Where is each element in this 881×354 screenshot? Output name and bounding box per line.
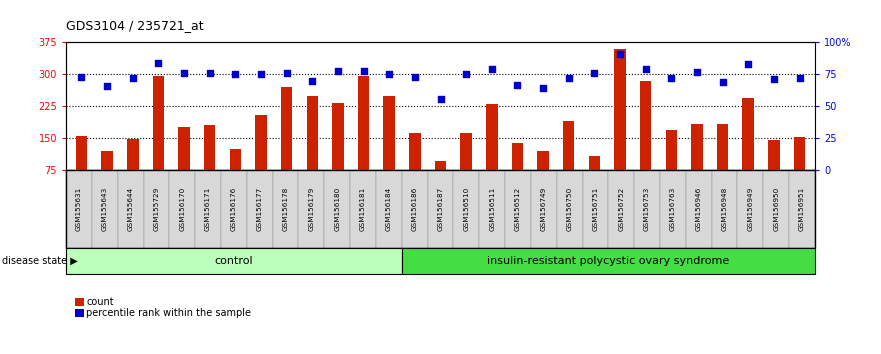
Point: [408, 74, 422, 80]
Point: [510, 82, 524, 87]
Point: [126, 75, 140, 81]
Text: GSM156948: GSM156948: [722, 187, 728, 231]
Bar: [743, 98, 754, 170]
Bar: [281, 87, 292, 170]
Text: GSM156750: GSM156750: [566, 187, 573, 231]
Text: GSM156184: GSM156184: [386, 187, 392, 231]
Text: GSM156512: GSM156512: [515, 187, 521, 231]
Text: GSM156751: GSM156751: [592, 187, 598, 231]
Point: [562, 75, 576, 81]
Bar: [230, 149, 241, 170]
Text: GSM156949: GSM156949: [747, 187, 753, 231]
Point: [433, 96, 448, 101]
Text: count: count: [86, 297, 114, 307]
Point: [741, 61, 755, 67]
Text: GSM156753: GSM156753: [644, 187, 650, 231]
Text: GSM156749: GSM156749: [541, 187, 547, 231]
Text: GDS3104 / 235721_at: GDS3104 / 235721_at: [66, 19, 204, 32]
Bar: [512, 143, 523, 170]
Point: [203, 70, 217, 76]
Bar: [101, 151, 113, 170]
Point: [459, 72, 473, 77]
Point: [690, 69, 704, 75]
Point: [793, 75, 807, 81]
Point: [177, 70, 191, 76]
Text: GSM155644: GSM155644: [128, 187, 134, 231]
Text: GSM155643: GSM155643: [102, 187, 107, 231]
Bar: [178, 127, 189, 170]
Bar: [332, 103, 344, 170]
Bar: [204, 125, 216, 170]
Text: disease state ▶: disease state ▶: [2, 256, 78, 266]
Point: [331, 68, 345, 73]
Text: control: control: [215, 256, 253, 266]
Point: [715, 79, 729, 85]
Bar: [307, 96, 318, 170]
Point: [536, 86, 550, 91]
Point: [228, 72, 242, 77]
Point: [664, 75, 678, 81]
Point: [613, 51, 627, 57]
Text: GSM155631: GSM155631: [76, 187, 82, 231]
Text: GSM156186: GSM156186: [411, 187, 418, 231]
Text: GSM156176: GSM156176: [231, 187, 237, 231]
Point: [305, 78, 319, 84]
Bar: [434, 161, 447, 170]
Bar: [127, 139, 138, 170]
Bar: [563, 121, 574, 170]
Point: [74, 74, 88, 80]
Bar: [537, 151, 549, 170]
Text: GSM156511: GSM156511: [489, 187, 495, 231]
Bar: [614, 49, 626, 170]
Text: GSM156171: GSM156171: [205, 187, 211, 231]
Bar: [383, 96, 395, 170]
Point: [766, 76, 781, 82]
Bar: [665, 130, 677, 170]
Point: [100, 83, 115, 88]
Text: GSM155729: GSM155729: [153, 187, 159, 231]
Bar: [486, 104, 498, 170]
Bar: [589, 156, 600, 170]
Text: GSM156180: GSM156180: [334, 187, 340, 231]
Point: [152, 60, 166, 66]
Point: [485, 67, 499, 72]
Bar: [461, 132, 472, 170]
Text: GSM156181: GSM156181: [360, 187, 366, 231]
Bar: [768, 140, 780, 170]
Bar: [794, 137, 805, 170]
Bar: [717, 124, 729, 170]
Point: [382, 72, 396, 77]
Bar: [76, 136, 87, 170]
Point: [279, 70, 293, 76]
Text: GSM156510: GSM156510: [463, 187, 470, 231]
Text: GSM156170: GSM156170: [179, 187, 185, 231]
Bar: [692, 124, 703, 170]
Point: [639, 67, 653, 72]
Text: GSM156950: GSM156950: [774, 187, 779, 231]
Text: percentile rank within the sample: percentile rank within the sample: [86, 308, 251, 318]
Point: [357, 68, 371, 73]
Text: GSM156752: GSM156752: [618, 187, 625, 231]
Text: insulin-resistant polycystic ovary syndrome: insulin-resistant polycystic ovary syndr…: [487, 256, 729, 266]
Bar: [640, 81, 651, 170]
Point: [254, 72, 268, 77]
Text: GSM156177: GSM156177: [256, 187, 263, 231]
Text: GSM156946: GSM156946: [696, 187, 702, 231]
Bar: [409, 132, 420, 170]
Text: GSM156951: GSM156951: [799, 187, 805, 231]
Bar: [358, 76, 369, 170]
Text: GSM156178: GSM156178: [283, 187, 289, 231]
Bar: [152, 76, 164, 170]
Text: GSM156179: GSM156179: [308, 187, 315, 231]
Bar: [255, 115, 267, 170]
Point: [588, 70, 602, 76]
Text: GSM156187: GSM156187: [438, 187, 443, 231]
Text: GSM156763: GSM156763: [670, 187, 676, 231]
